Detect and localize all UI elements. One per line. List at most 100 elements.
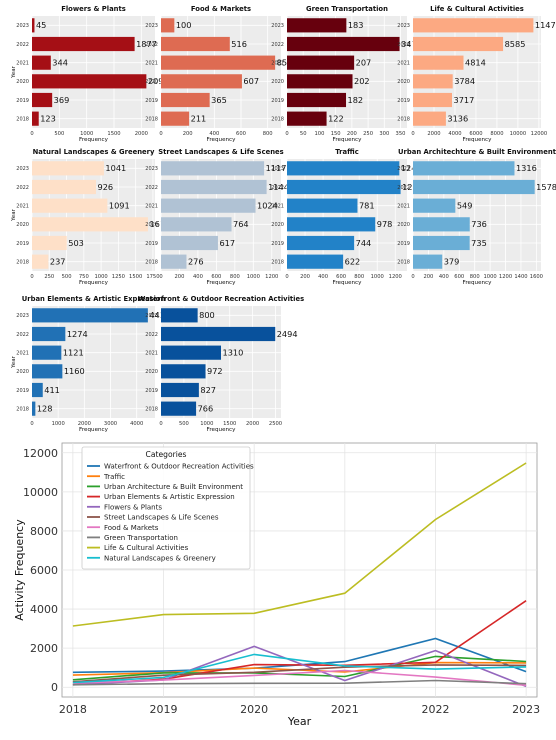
x-tick-label: 500 (179, 421, 189, 427)
y-tick-label: 2021 (145, 203, 158, 209)
x-tick-label: 4000 (130, 421, 143, 427)
y-tick-label: 2018 (271, 116, 284, 122)
y-tick-label: 6000 (30, 564, 58, 577)
y-tick-label: 2018 (145, 116, 158, 122)
data-label: 11475 (535, 20, 556, 30)
x-tick-label: 200 (300, 274, 310, 280)
bar (32, 235, 67, 251)
x-tick-label: 600 (211, 274, 221, 280)
y-tick-label: 2020 (16, 222, 29, 228)
data-label: 211 (191, 113, 207, 123)
y-tick-label: 2021 (16, 203, 29, 209)
panel-title: Natural Landscapes & Greenery (33, 148, 155, 156)
data-label: 622 (345, 256, 361, 266)
x-axis-label: Frequency (333, 137, 363, 143)
y-tick-label: 2018 (397, 116, 410, 122)
bar (161, 235, 218, 251)
y-tick-label: 2019 (271, 98, 284, 104)
y-tick-label: 2018 (16, 116, 29, 122)
bar (32, 326, 66, 342)
data-label: 411 (44, 385, 60, 395)
data-label: 237 (50, 256, 66, 266)
bar (32, 74, 147, 89)
x-tick-label: 200 (175, 274, 185, 280)
data-label: 1245 (401, 163, 422, 173)
x-tick-label: 1000 (484, 274, 497, 280)
x-axis-label: Frequency (463, 137, 493, 143)
legend-label: Waterfront & Outdoor Recreation Activiti… (104, 463, 254, 471)
bar (287, 179, 401, 195)
y-tick-label: 2019 (16, 241, 29, 247)
legend-label: Urban Elements & Artistic Expression (104, 493, 235, 501)
x-tick-label: 800 (263, 131, 273, 137)
panel-title: Flowers & Plants (61, 5, 126, 13)
series-line (72, 653, 527, 684)
bar (287, 92, 347, 108)
panel-title: Urban Architechture & Built Environment (398, 148, 556, 156)
y-tick-label: 10000 (23, 486, 58, 499)
x-axis-label: Frequency (79, 137, 109, 143)
x-tick-label: 0 (411, 274, 414, 280)
y-tick-label: 2018 (145, 406, 158, 412)
data-label: 2092 (148, 76, 169, 86)
data-label: 1121 (63, 347, 84, 357)
x-axis-label: Year (287, 715, 312, 728)
panel-background (413, 16, 541, 128)
legend-label: Traffic (103, 473, 125, 481)
y-tick-label: 2021 (145, 60, 158, 66)
x-tick-label: 50 (300, 131, 307, 137)
y-tick-label: 12000 (23, 447, 58, 460)
bar (413, 36, 504, 52)
data-label: 766 (198, 403, 214, 413)
bar (161, 308, 198, 323)
x-tick-label: 2000 (135, 131, 148, 137)
y-tick-label: 2022 (145, 332, 158, 338)
y-tick-label: 2018 (397, 259, 410, 265)
x-tick-label: 2023 (512, 703, 540, 716)
y-tick-label: 2020 (397, 79, 410, 85)
data-label: 100 (176, 20, 192, 30)
y-tick-label: 2019 (271, 241, 284, 247)
data-label: 8585 (505, 39, 526, 49)
legend-title: Categories (146, 450, 187, 459)
data-label: 122 (328, 113, 344, 123)
y-axis-label: Year (11, 355, 17, 369)
y-tick-label: 2020 (271, 79, 284, 85)
x-tick-label: 4000 (448, 131, 461, 137)
x-tick-label: 200 (423, 274, 433, 280)
x-axis-label: Frequency (207, 280, 237, 286)
bar (161, 74, 242, 89)
x-tick-label: 250 (363, 131, 373, 137)
bar (413, 198, 456, 213)
y-tick-label: 2018 (16, 259, 29, 265)
x-tick-label: 1000 (371, 274, 384, 280)
data-label: 379 (444, 256, 460, 266)
bar (287, 198, 358, 213)
data-label: 3717 (453, 95, 474, 105)
data-label: 1091 (109, 200, 130, 210)
x-tick-label: 2018 (59, 703, 87, 716)
series-line (72, 679, 527, 686)
data-label: 856 (277, 57, 293, 67)
x-tick-label: 600 (236, 131, 246, 137)
legend-box (81, 446, 251, 570)
panel-background (161, 16, 281, 128)
data-label: 800 (199, 310, 215, 320)
y-tick-label: 8000 (30, 525, 58, 538)
bar (413, 217, 470, 232)
panel-background (32, 16, 155, 128)
x-tick-label: 1200 (389, 274, 402, 280)
x-tick-label: 1000 (80, 131, 93, 137)
bar (32, 111, 39, 126)
x-tick-label: 2000 (78, 421, 91, 427)
data-label: 1316 (516, 163, 537, 173)
bar (161, 111, 190, 126)
data-label: 344 (52, 57, 68, 67)
bar (287, 55, 355, 70)
bar-panel: 0 2000 4000 6000 8000 10000 12000 2023 11475 2022… (397, 5, 556, 143)
y-tick-label: 2020 (16, 369, 29, 375)
x-axis-label: Frequency (333, 280, 363, 286)
x-tick-label: 400 (193, 274, 203, 280)
